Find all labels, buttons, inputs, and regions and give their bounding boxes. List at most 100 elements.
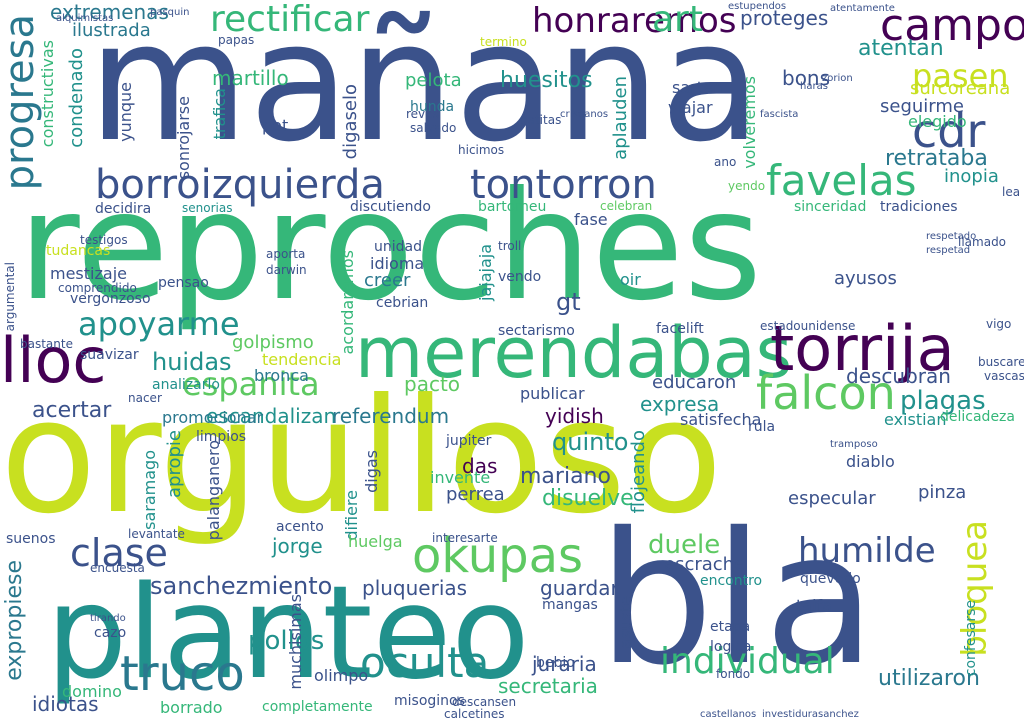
word: tramposo bbox=[830, 439, 878, 450]
word: zorion bbox=[822, 73, 853, 84]
word: individual bbox=[660, 641, 835, 682]
word: sectarismo bbox=[498, 323, 575, 339]
word: planteo bbox=[46, 559, 530, 708]
word: disuelve bbox=[542, 486, 634, 511]
word: rectificar bbox=[210, 0, 370, 40]
word: castellanos bbox=[700, 709, 757, 720]
word: asuste bbox=[616, 596, 635, 649]
word: papas bbox=[218, 33, 255, 47]
word: salvado bbox=[410, 121, 457, 135]
word: duele bbox=[648, 530, 721, 560]
word: palanganero bbox=[204, 440, 223, 541]
word: saramago bbox=[140, 450, 159, 530]
word: sinceridad bbox=[794, 199, 867, 215]
word: creer bbox=[364, 270, 411, 291]
word: encontro bbox=[700, 573, 763, 589]
word: jajajaja bbox=[476, 244, 495, 301]
word: expropiese bbox=[2, 560, 27, 681]
word: das bbox=[462, 454, 498, 478]
word: celebran bbox=[600, 199, 653, 213]
word: art bbox=[652, 0, 703, 40]
word: satisfecha bbox=[680, 410, 762, 429]
word: suavizar bbox=[80, 347, 139, 363]
word: encuesta bbox=[90, 561, 145, 575]
word: argumental bbox=[3, 262, 17, 332]
word: vigo bbox=[986, 317, 1012, 331]
word: perrea bbox=[446, 484, 505, 505]
word: tendencia bbox=[262, 350, 342, 369]
word: aporta bbox=[266, 247, 306, 261]
word: investidurasanchez bbox=[762, 709, 859, 720]
word: calcetines bbox=[444, 707, 505, 720]
word: volveremos bbox=[740, 76, 759, 169]
word: huelga bbox=[348, 532, 403, 551]
word: descansen bbox=[452, 695, 517, 709]
word: fascista bbox=[760, 109, 799, 120]
word: pluquerias bbox=[362, 576, 468, 600]
word: muchisimas bbox=[286, 594, 305, 690]
word: humilde bbox=[798, 531, 936, 571]
word: testigos bbox=[80, 233, 128, 247]
word: bons bbox=[782, 66, 831, 90]
word: vendo bbox=[498, 269, 542, 285]
word: comprendido bbox=[58, 281, 137, 295]
word: reproches bbox=[18, 160, 762, 334]
word: bronca bbox=[254, 366, 309, 385]
word: oculta bbox=[360, 638, 490, 687]
word: quinto bbox=[552, 428, 629, 456]
word: idiotas bbox=[32, 692, 99, 716]
word: plagas bbox=[900, 386, 986, 416]
word: llamado bbox=[958, 235, 1007, 249]
word: pasen bbox=[912, 57, 1009, 95]
word: favelas bbox=[766, 156, 917, 205]
word: confesarse bbox=[963, 600, 979, 677]
word: bebio bbox=[536, 655, 575, 671]
word: acertar bbox=[32, 398, 112, 423]
word: jorge bbox=[272, 534, 323, 558]
word: acordaremos bbox=[338, 250, 357, 355]
word: bla bbox=[598, 493, 876, 705]
word: torrija bbox=[770, 312, 955, 385]
word: alquimistas bbox=[56, 13, 114, 24]
word: darwin bbox=[266, 263, 307, 277]
word: vergonzoso bbox=[70, 291, 151, 307]
word: troll bbox=[498, 239, 522, 253]
word: patitas bbox=[520, 113, 562, 127]
word: invente bbox=[430, 468, 491, 487]
word: elegido bbox=[908, 112, 967, 131]
word: estadounidense bbox=[760, 319, 856, 333]
word: idioma bbox=[370, 254, 425, 273]
word: mestizaje bbox=[50, 264, 127, 283]
word: proteges bbox=[740, 6, 829, 30]
word: fase bbox=[574, 210, 608, 229]
word: clase bbox=[70, 531, 168, 575]
word: quevedo bbox=[800, 571, 861, 587]
word: unidad bbox=[374, 239, 422, 255]
word: completamente bbox=[262, 699, 373, 715]
word: haras bbox=[800, 81, 828, 92]
word: pot bbox=[262, 116, 289, 135]
word: hicimos bbox=[458, 143, 505, 157]
word: olimpo bbox=[314, 666, 369, 685]
word: martillo bbox=[212, 66, 289, 90]
word: pelota bbox=[405, 70, 462, 91]
word: mangas bbox=[542, 597, 598, 613]
word: ano bbox=[714, 155, 737, 169]
word: ayusos bbox=[834, 268, 897, 289]
word: flojeando bbox=[628, 430, 649, 514]
word: borrado bbox=[160, 698, 223, 717]
word: pasquin bbox=[150, 7, 190, 18]
word: promocionar bbox=[162, 408, 264, 427]
word: cazo bbox=[94, 625, 127, 641]
word: truco bbox=[120, 646, 245, 702]
word: cdr bbox=[912, 104, 986, 158]
word: yunque bbox=[116, 82, 135, 142]
word: constructivas bbox=[38, 40, 57, 148]
word: existian bbox=[884, 410, 947, 429]
word: etapa bbox=[710, 619, 751, 635]
word: descubran bbox=[846, 364, 951, 388]
word: campos bbox=[880, 0, 1024, 51]
word: respetad bbox=[926, 245, 971, 256]
word: golpismo bbox=[232, 332, 314, 353]
